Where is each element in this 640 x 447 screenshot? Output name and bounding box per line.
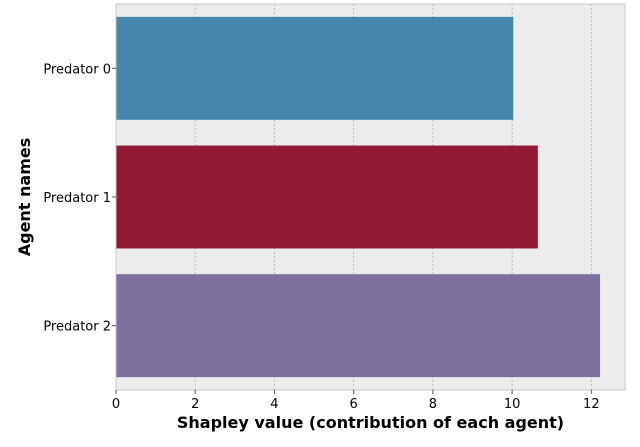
x-tick-label: 4: [270, 397, 278, 412]
y-tick-label: Predator 0: [43, 62, 111, 77]
x-tick-label: 0: [112, 397, 120, 412]
bar-predator-0: [116, 16, 514, 120]
x-tick-label: 10: [504, 397, 521, 412]
bar-predator-2: [116, 274, 601, 378]
bar-predator-1: [116, 145, 538, 249]
y-tick-label: Predator 1: [43, 191, 111, 206]
x-tick-label: 2: [191, 397, 199, 412]
x-tick-label: 12: [583, 397, 600, 412]
y-tick-label: Predator 2: [43, 320, 111, 335]
y-axis-title: Agent names: [15, 138, 34, 257]
bars: [116, 16, 601, 378]
y-axis-ticks: Predator 0 Predator 1 Predator 2: [43, 62, 116, 335]
x-axis-title: Shapley value (contribution of each agen…: [177, 413, 564, 432]
x-axis-ticks: 0 2 4 6 8 10 12: [112, 390, 600, 412]
x-tick-label: 6: [350, 397, 358, 412]
x-tick-label: 8: [429, 397, 437, 412]
